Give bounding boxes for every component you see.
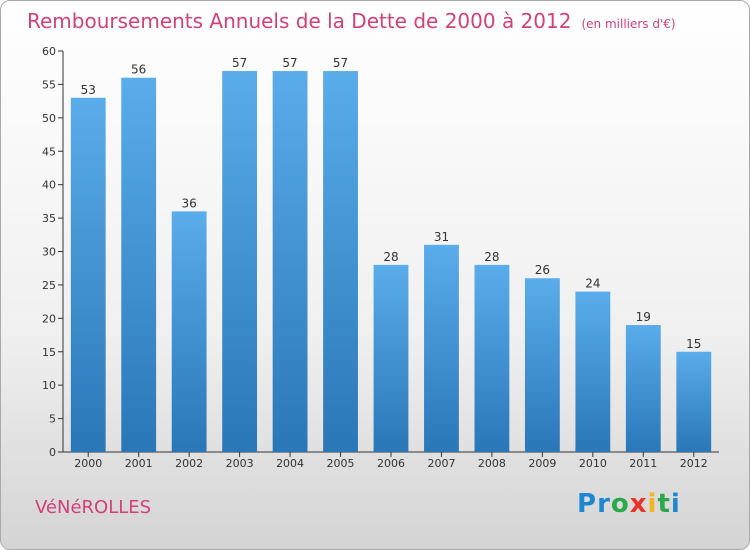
y-tick-label: 50	[42, 112, 56, 125]
bar	[474, 264, 510, 452]
x-tick-label: 2003	[226, 457, 254, 470]
y-tick-label: 30	[42, 246, 56, 259]
bar-value-label: 57	[333, 56, 348, 70]
bar-value-label: 57	[282, 56, 297, 70]
y-tick-label: 35	[42, 212, 56, 225]
bar	[424, 244, 459, 452]
bar-value-label: 31	[434, 230, 449, 244]
bars: 53 56 36 57 57 57 28 31 28 26 24 19 15	[70, 56, 712, 453]
logo-letter: x	[629, 489, 648, 519]
y-tick-label: 10	[42, 379, 56, 392]
y-tick-label: 60	[42, 45, 56, 58]
bar-value-label: 36	[182, 196, 197, 210]
axes: 0 5 10 15 20 25 30 35 40 45 50 55 60 2000 2001 2002 2003…	[42, 45, 719, 470]
x-tick-label: 2002	[175, 457, 203, 470]
bar-value-label: 28	[383, 250, 398, 264]
x-tick-label: 2007	[427, 457, 455, 470]
bar	[373, 264, 409, 452]
y-tick-label: 40	[42, 179, 56, 192]
bar	[323, 71, 358, 453]
bar	[575, 291, 611, 452]
bar	[171, 211, 207, 452]
x-tick-label: 2005	[327, 457, 355, 470]
logo-letter: i	[670, 489, 681, 519]
chart-subtitle: (en milliers d'€)	[581, 17, 676, 31]
x-tick-label: 2011	[629, 457, 657, 470]
y-tick-label: 0	[49, 446, 56, 459]
bar-value-label: 15	[686, 337, 701, 351]
logo-letter: i	[647, 489, 658, 519]
y-tick-label: 20	[42, 312, 56, 325]
bar	[272, 71, 308, 453]
y-tick-label: 5	[49, 413, 56, 426]
bar	[676, 351, 712, 452]
bar	[70, 97, 106, 453]
bar-value-label: 28	[484, 250, 499, 264]
x-tick-label: 2006	[377, 457, 405, 470]
bar	[222, 71, 258, 453]
x-tick-label: 2001	[125, 457, 153, 470]
proxiti-logo: Proxiti	[577, 489, 681, 519]
bar	[524, 278, 560, 452]
bar-value-label: 19	[636, 310, 651, 324]
y-tick-label: 25	[42, 279, 56, 292]
commune-name: VéNéROLLES	[35, 497, 152, 518]
y-tick-label: 55	[42, 78, 56, 91]
x-tick-label: 2010	[579, 457, 607, 470]
logo-letter: r	[597, 489, 611, 519]
logo-letter: o	[610, 489, 630, 519]
x-tick-label: 2012	[680, 457, 708, 470]
bar	[625, 325, 661, 452]
logo-letter: P	[577, 489, 598, 519]
bar	[121, 77, 157, 452]
logo-letter: t	[657, 489, 671, 519]
chart-title: Remboursements Annuels de la Dette de 20…	[27, 9, 676, 33]
bar-value-label: 24	[585, 277, 600, 291]
x-tick-label: 2008	[478, 457, 506, 470]
bar-value-label: 57	[232, 56, 247, 70]
y-tick-label: 15	[42, 346, 56, 359]
x-tick-label: 2009	[528, 457, 556, 470]
x-tick-label: 2004	[276, 457, 304, 470]
bar-value-label: 53	[81, 83, 96, 97]
y-tick-label: 45	[42, 145, 56, 158]
x-tick-label: 2000	[74, 457, 102, 470]
bar-value-label: 26	[535, 263, 550, 277]
bar-value-label: 56	[131, 63, 146, 77]
